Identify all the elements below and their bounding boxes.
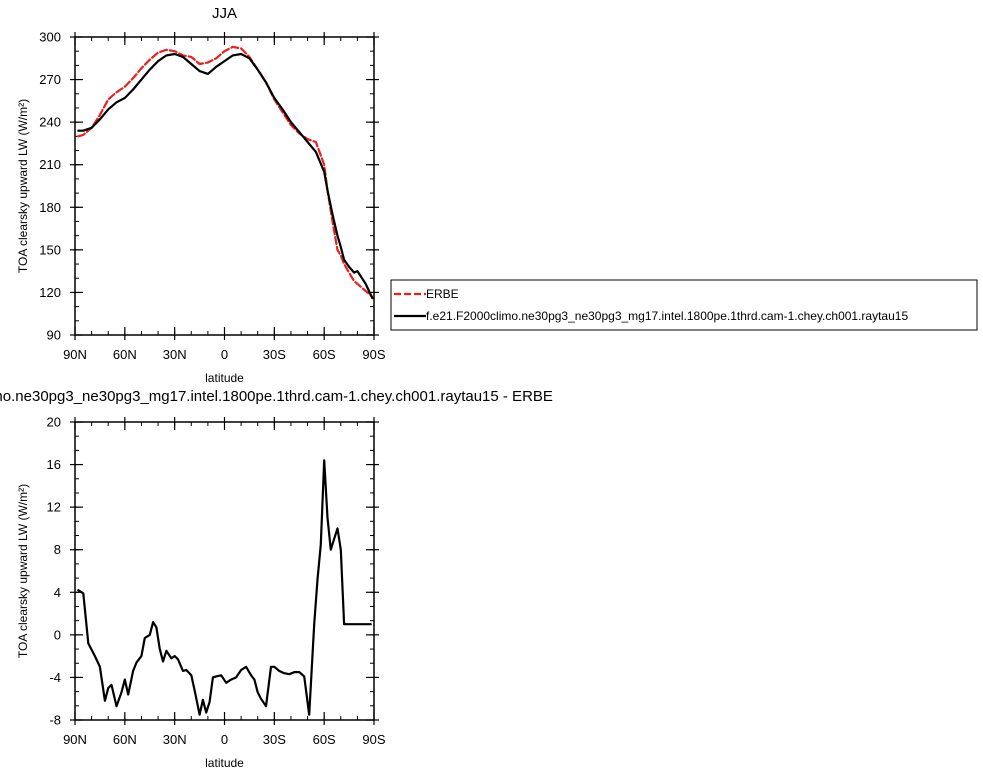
plot-frame xyxy=(74,36,375,336)
x-tick-label: 60N xyxy=(113,732,137,747)
y-tick-label: 8 xyxy=(54,542,61,557)
y-tick-label: 180 xyxy=(39,200,61,215)
y-tick-label: 0 xyxy=(54,627,61,642)
y-tick-label: 270 xyxy=(39,72,61,87)
y-tick-label: 16 xyxy=(47,457,61,472)
y-tick-label: 20 xyxy=(47,415,61,430)
y-axis-label: TOA clearsky upward LW (W/m²) xyxy=(16,99,30,273)
y-tick-label: 12 xyxy=(47,500,61,515)
y-tick-label: 4 xyxy=(54,585,61,600)
x-tick-label: 30N xyxy=(163,347,187,362)
series-line-model xyxy=(77,52,374,300)
y-tick-label: 150 xyxy=(39,242,61,257)
x-tick-label: 30N xyxy=(163,732,187,747)
y-tick-label: 120 xyxy=(39,285,61,300)
x-tick-label: 90S xyxy=(362,347,385,362)
bottom-chart-panel: f.e21.F2000climo.ne30pg3_ne30pg3_mg17.in… xyxy=(0,388,553,770)
y-tick-label: 240 xyxy=(39,115,61,130)
x-axis-label: latitude xyxy=(205,371,244,385)
top-chart-panel: JJA 90N 60N 30N 0 30S 60S 90S 90 120 150 180 210 240 2… xyxy=(16,5,386,385)
y-tick-label: 90 xyxy=(47,328,61,343)
y-tick-label: 210 xyxy=(39,157,61,172)
legend-label: f.e21.F2000climo.ne30pg3_ne30pg3_mg17.in… xyxy=(426,309,908,323)
x-tick-label: 60N xyxy=(113,347,137,362)
chart-title: f.e21.F2000climo.ne30pg3_ne30pg3_mg17.in… xyxy=(0,388,553,405)
x-tick-label: 60S xyxy=(313,732,336,747)
y-tick-label: -8 xyxy=(49,713,61,728)
series-line-erbe xyxy=(77,45,374,298)
x-tick-label: 30S xyxy=(263,732,286,747)
x-tick-label: 0 xyxy=(221,732,228,747)
y-tick-label: 300 xyxy=(39,30,61,45)
x-tick-label: 60S xyxy=(313,347,336,362)
series-line-model xyxy=(77,459,372,716)
chart-title: JJA xyxy=(212,5,237,22)
x-axis-label: latitude xyxy=(205,756,244,770)
x-tick-label: 30S xyxy=(263,347,286,362)
chart-legend: ERBE f.e21.F2000climo.ne30pg3_ne30pg3_mg1… xyxy=(390,279,978,331)
x-tick-label: 90S xyxy=(362,732,385,747)
legend-label: ERBE xyxy=(426,287,459,301)
x-tick-label: 90N xyxy=(63,732,87,747)
x-tick-label: 0 xyxy=(221,347,228,362)
y-axis-label: TOA clearsky upward LW (W/m²) xyxy=(16,484,30,658)
plot-frame xyxy=(74,421,375,721)
legend-box xyxy=(390,279,978,331)
y-tick-label: -4 xyxy=(49,670,61,685)
x-tick-label: 90N xyxy=(63,347,87,362)
